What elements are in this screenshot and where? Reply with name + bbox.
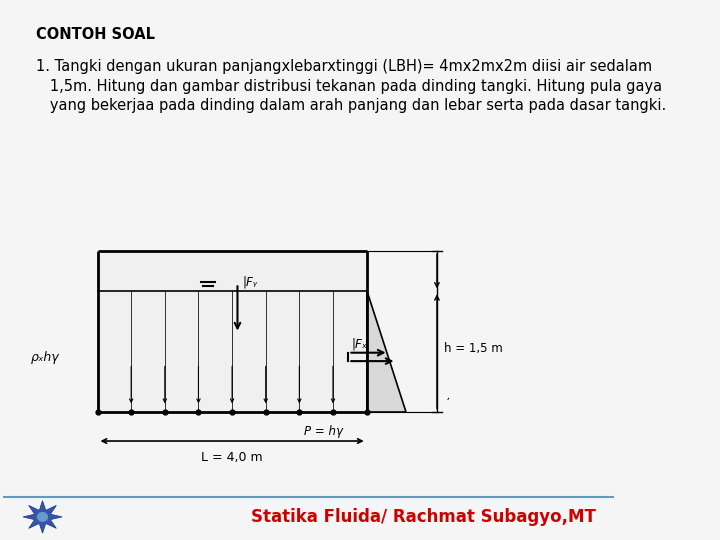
Text: ': ' (442, 396, 449, 406)
Circle shape (37, 512, 48, 521)
Text: |Fᵧ: |Fᵧ (243, 276, 258, 289)
Text: yang bekerjaa pada dinding dalam arah panjang dan lebar serta pada dasar tangki.: yang bekerjaa pada dinding dalam arah pa… (37, 98, 667, 113)
Text: |Fₓ: |Fₓ (351, 338, 367, 351)
Text: CONTOH SOAL: CONTOH SOAL (37, 27, 156, 42)
Polygon shape (366, 292, 406, 411)
Text: L = 4,0 m: L = 4,0 m (202, 451, 263, 464)
Text: P = hγ: P = hγ (305, 425, 343, 438)
Polygon shape (23, 501, 62, 533)
Text: h = 1,5 m: h = 1,5 m (444, 342, 503, 355)
Text: Statika Fluida/ Rachmat Subagyo,MT: Statika Fluida/ Rachmat Subagyo,MT (251, 508, 596, 526)
Text: 1. Tangki dengan ukuran panjangxlebarxtinggi (LBH)= 4mx2mx2m diisi air sedalam: 1. Tangki dengan ukuran panjangxlebarxti… (37, 59, 652, 74)
Text: 1,5m. Hitung dan gambar distribusi tekanan pada dinding tangki. Hitung pula gaya: 1,5m. Hitung dan gambar distribusi tekan… (37, 79, 662, 93)
Bar (98, 251, 366, 411)
Text: ρₓhγ: ρₓhγ (31, 351, 60, 364)
